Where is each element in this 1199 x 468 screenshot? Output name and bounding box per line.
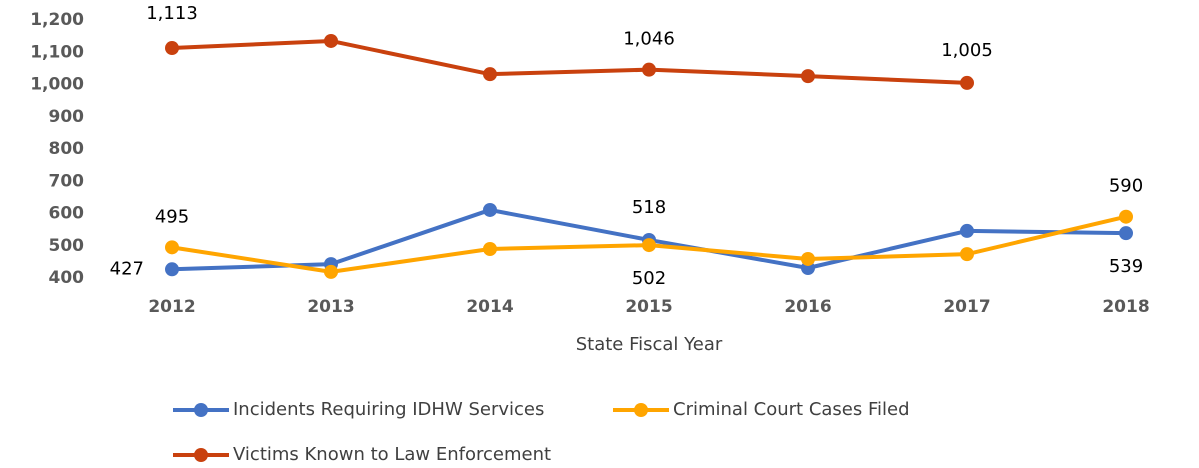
point bbox=[642, 62, 656, 77]
series-line bbox=[170, 38, 969, 85]
data-label: 427 bbox=[110, 258, 144, 279]
y-tick-label: 1,200 bbox=[30, 10, 84, 30]
y-tick-label: 700 bbox=[49, 171, 85, 191]
y-tick-label: 1,000 bbox=[30, 75, 84, 95]
point bbox=[801, 251, 815, 266]
point bbox=[165, 41, 179, 56]
data-label: 502 bbox=[632, 268, 666, 289]
y-tick-label: 500 bbox=[49, 236, 85, 256]
legend-label: Victims Known to Law Enforcement bbox=[233, 444, 551, 465]
point bbox=[324, 33, 338, 48]
x-tick-label: 2018 bbox=[1102, 297, 1149, 317]
x-tick-label: 2017 bbox=[943, 297, 990, 317]
point bbox=[165, 240, 179, 255]
data-label: 1,046 bbox=[623, 29, 675, 50]
data-label: 1,005 bbox=[941, 40, 993, 61]
point bbox=[1119, 226, 1133, 241]
data-label: 495 bbox=[155, 206, 189, 227]
y-tick-label: 900 bbox=[49, 107, 85, 127]
x-axis-title: State Fiscal Year bbox=[576, 334, 723, 355]
data-label: 539 bbox=[1109, 256, 1143, 277]
point bbox=[324, 264, 338, 279]
legend-marker bbox=[194, 403, 208, 417]
point bbox=[1119, 209, 1133, 224]
point bbox=[642, 238, 656, 253]
x-tick-label: 2015 bbox=[625, 297, 672, 317]
x-tick-label: 2012 bbox=[148, 297, 195, 317]
data-label: 1,113 bbox=[146, 3, 198, 24]
y-tick-label: 400 bbox=[49, 268, 85, 288]
data-label: 590 bbox=[1109, 176, 1143, 197]
data-label: 518 bbox=[632, 197, 666, 218]
point bbox=[165, 262, 179, 277]
legend-marker bbox=[194, 448, 208, 462]
legend-label: Incidents Requiring IDHW Services bbox=[233, 399, 544, 420]
x-tick-label: 2016 bbox=[784, 297, 831, 317]
y-tick-label: 800 bbox=[49, 139, 85, 159]
point bbox=[960, 223, 974, 238]
x-tick-label: 2013 bbox=[307, 297, 354, 317]
y-tick-label: 600 bbox=[49, 204, 85, 224]
point bbox=[801, 69, 815, 84]
point bbox=[960, 75, 974, 90]
legend-marker bbox=[634, 403, 648, 417]
y-tick-label: 1,100 bbox=[30, 42, 84, 62]
point bbox=[483, 202, 497, 217]
point bbox=[960, 247, 974, 262]
point bbox=[483, 241, 497, 256]
point bbox=[483, 67, 497, 82]
x-tick-label: 2014 bbox=[466, 297, 513, 317]
legend-label: Criminal Court Cases Filed bbox=[673, 399, 910, 420]
